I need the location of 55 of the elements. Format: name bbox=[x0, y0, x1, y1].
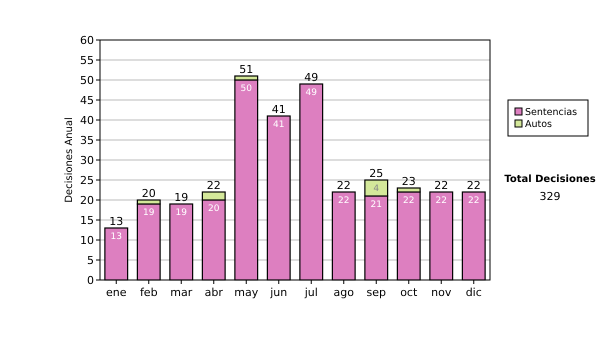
x-tick-label: feb bbox=[140, 286, 158, 299]
y-tick-label: 5 bbox=[87, 254, 94, 267]
total-label: 20 bbox=[142, 187, 156, 200]
data-label: 19 bbox=[143, 208, 155, 218]
total-label: 22 bbox=[206, 179, 221, 192]
data-label: 22 bbox=[436, 196, 447, 206]
y-tick-label: 20 bbox=[80, 194, 94, 207]
data-label: 21 bbox=[370, 200, 382, 210]
data-label: 22 bbox=[468, 196, 480, 206]
x-tick-label: nov bbox=[431, 286, 452, 299]
data-label: 41 bbox=[273, 120, 284, 130]
total-label: 49 bbox=[304, 71, 318, 84]
total-label: 25 bbox=[369, 167, 384, 180]
x-tick-label: sep bbox=[366, 286, 386, 299]
x-tick-label: ene bbox=[106, 286, 127, 299]
y-tick-label: 30 bbox=[80, 154, 94, 167]
y-tick-label: 35 bbox=[80, 134, 94, 147]
y-tick-label: 50 bbox=[80, 74, 94, 87]
total-label: 23 bbox=[402, 175, 416, 188]
y-tick-label: 60 bbox=[80, 34, 94, 47]
data-label: 20 bbox=[208, 204, 220, 214]
x-tick-label: may bbox=[234, 286, 259, 299]
text: 329 bbox=[540, 190, 560, 203]
legend-label: Sentencias bbox=[525, 107, 578, 118]
y-tick-label: 45 bbox=[80, 94, 94, 107]
total-label: 19 bbox=[174, 191, 188, 204]
x-tick-label: dic bbox=[466, 286, 482, 299]
x-tick-label: jun bbox=[269, 286, 288, 299]
total-label: 13 bbox=[109, 215, 124, 228]
x-tick-label: oct bbox=[400, 286, 418, 299]
y-tick-label: 40 bbox=[80, 114, 94, 127]
total-label: 22 bbox=[336, 179, 351, 192]
x-tick-label: ago bbox=[334, 286, 354, 299]
total-label: 41 bbox=[272, 103, 286, 116]
data-label: 19 bbox=[176, 208, 188, 218]
data-label: 22 bbox=[403, 196, 414, 206]
y-tick-label: 55 bbox=[80, 54, 94, 67]
y-axis-title: Decisiones Anual bbox=[64, 117, 75, 203]
data-label: 49 bbox=[306, 88, 318, 98]
total-label: 22 bbox=[434, 179, 448, 192]
legend-label: Autos bbox=[525, 119, 552, 130]
y-tick-label: 15 bbox=[80, 214, 94, 227]
x-tick-label: jul bbox=[304, 286, 318, 299]
data-label: 50 bbox=[240, 84, 252, 94]
y-tick-label: 0 bbox=[87, 274, 94, 287]
x-tick-label: mar bbox=[170, 286, 193, 299]
data-label: 4 bbox=[373, 184, 380, 194]
data-label: 22 bbox=[338, 196, 350, 206]
y-tick-label: 25 bbox=[80, 174, 94, 187]
x-tick-label: abr bbox=[204, 286, 224, 299]
y-tick-label: 10 bbox=[80, 234, 94, 247]
total-label: 22 bbox=[466, 179, 481, 192]
total-label: 51 bbox=[239, 63, 254, 76]
text: Total Decisiones bbox=[504, 174, 596, 185]
data-label: 13 bbox=[110, 232, 122, 242]
